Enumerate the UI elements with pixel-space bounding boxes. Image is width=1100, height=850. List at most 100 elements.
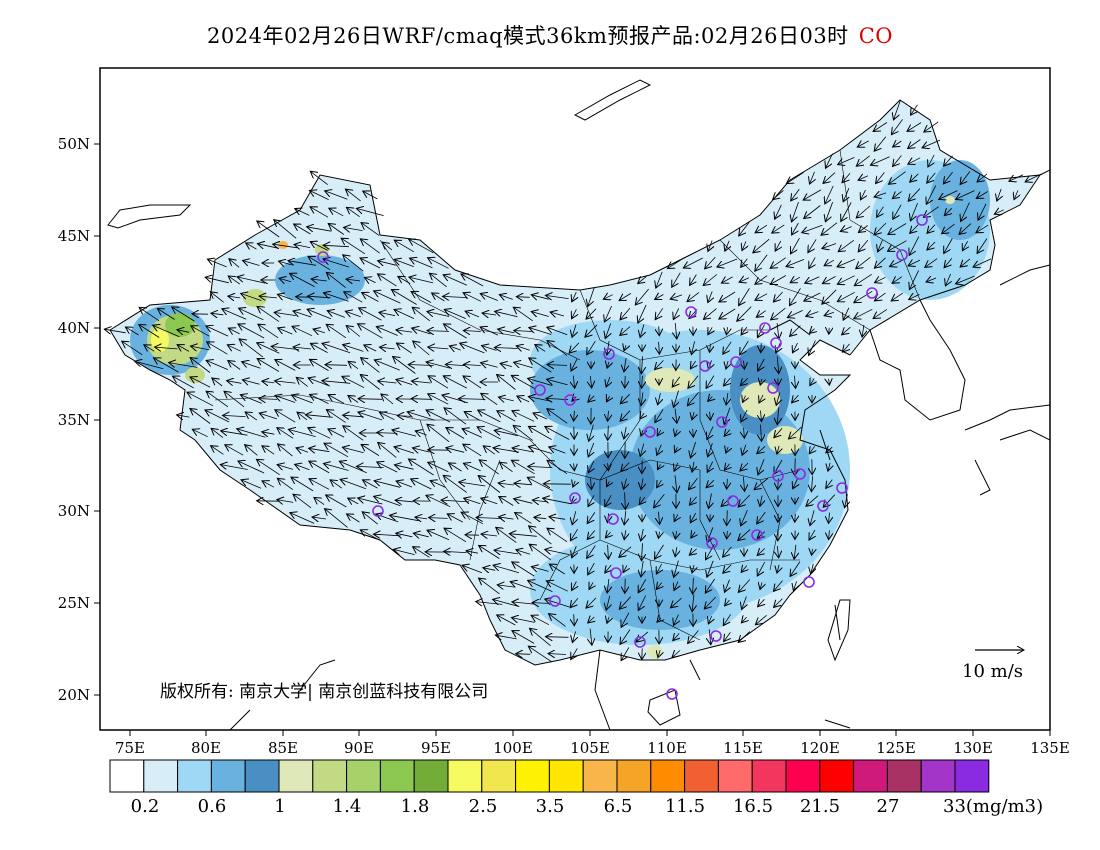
wind-arrow bbox=[942, 223, 955, 234]
wind-arrow bbox=[395, 500, 413, 502]
wind-arrow bbox=[741, 409, 747, 422]
wind-arrow bbox=[672, 651, 681, 658]
wind-arrow bbox=[516, 654, 531, 655]
wind-arrow bbox=[412, 307, 431, 322]
wind-arrow bbox=[908, 188, 921, 202]
wind-arrow bbox=[310, 343, 328, 353]
wind-arrow bbox=[704, 596, 716, 609]
wind-arrow bbox=[546, 581, 568, 592]
wind-arrow bbox=[809, 340, 816, 356]
wind-arrow bbox=[638, 595, 647, 611]
wind-arrow bbox=[757, 549, 766, 556]
wind-arrow bbox=[411, 292, 432, 303]
wind-arrow bbox=[774, 598, 783, 608]
wind-arrow bbox=[825, 185, 834, 204]
wind-arrow bbox=[291, 477, 314, 492]
conc-green-shanxi bbox=[645, 368, 695, 392]
wind-arrow bbox=[909, 236, 920, 256]
wind-arrow bbox=[624, 345, 626, 351]
wind-arrow bbox=[977, 238, 988, 254]
lat-axis: 50N 45N 40N 35N 30N 25N 20N bbox=[58, 135, 100, 704]
wind-arrow bbox=[804, 205, 821, 219]
wind-arrow bbox=[397, 343, 412, 354]
wind-arrow bbox=[873, 309, 888, 318]
wind-arrow bbox=[689, 496, 696, 505]
wind-arrow bbox=[754, 477, 769, 489]
legend-swatch-17 bbox=[684, 759, 719, 793]
wind-arrow bbox=[512, 411, 535, 422]
wind-arrow bbox=[533, 413, 548, 419]
wind-arrow bbox=[810, 329, 815, 334]
wind-arrow bbox=[206, 391, 229, 408]
wind-arrow bbox=[295, 209, 310, 216]
wind-arrow bbox=[376, 327, 398, 336]
wind-arrow bbox=[760, 379, 762, 385]
wind-arrow bbox=[497, 615, 516, 626]
wind-arrow bbox=[642, 375, 643, 388]
wind-arrow bbox=[710, 411, 711, 421]
city-marker-icon bbox=[644, 426, 656, 438]
wind-arrow bbox=[310, 394, 329, 404]
wind-arrow bbox=[854, 290, 873, 302]
yangtze-coast bbox=[819, 429, 831, 461]
map-title: 2024年02月26日WRF/cmaq模式36km预报产品:02月26日03时 C… bbox=[0, 20, 1100, 50]
wind-arrow bbox=[703, 274, 718, 286]
wind-arrow bbox=[723, 341, 732, 354]
wind-arrow bbox=[708, 442, 713, 457]
wind-arrow bbox=[262, 381, 275, 383]
lon-label-85e: 85E bbox=[268, 739, 298, 757]
wind-arrow bbox=[690, 361, 695, 369]
wind-arrow bbox=[348, 361, 359, 370]
wind-arrow bbox=[479, 578, 500, 595]
wind-arrow bbox=[392, 430, 417, 437]
wind-arrow bbox=[635, 288, 650, 305]
wind-arrow bbox=[774, 428, 783, 437]
wind-arrow bbox=[624, 478, 627, 490]
city-marker-icon bbox=[803, 576, 815, 588]
wind-arrow bbox=[588, 287, 595, 307]
wind-arrow bbox=[587, 545, 596, 559]
wind-arrow bbox=[543, 498, 572, 505]
wind-arrow bbox=[361, 358, 380, 373]
wind-arrow bbox=[693, 428, 694, 437]
wind-arrow bbox=[572, 546, 577, 558]
wind-arrow bbox=[944, 238, 953, 254]
wind-arrow bbox=[242, 362, 261, 369]
wind-arrow bbox=[210, 292, 224, 303]
legend-label-10: 21.5 bbox=[800, 796, 840, 817]
wind-arrow bbox=[211, 428, 224, 438]
wind-arrow bbox=[675, 408, 677, 424]
wind-arrow bbox=[207, 342, 228, 355]
legend-swatch-25 bbox=[954, 759, 990, 793]
wind-arrow bbox=[823, 172, 836, 184]
wind-arrow bbox=[305, 415, 333, 418]
city-marker-icon bbox=[699, 360, 711, 372]
wind-arrow bbox=[705, 578, 716, 593]
wind-arrow bbox=[275, 396, 296, 403]
wind-arrow bbox=[329, 208, 344, 217]
wind-arrow bbox=[379, 347, 395, 349]
legend-swatch-0 bbox=[109, 759, 145, 793]
wind-arrow bbox=[499, 295, 513, 300]
wind-arrow bbox=[640, 443, 644, 457]
lon-label-80e: 80E bbox=[191, 739, 221, 757]
wind-arrow bbox=[856, 155, 870, 166]
legend-swatch-21 bbox=[819, 759, 855, 793]
wind-arrow bbox=[659, 341, 660, 354]
wind-arrow bbox=[726, 392, 728, 405]
wind-arrow bbox=[296, 377, 308, 387]
wind-arrow bbox=[479, 460, 500, 475]
wind-arrow bbox=[530, 628, 551, 647]
wind-arrow bbox=[465, 311, 480, 317]
wind-arrow bbox=[144, 345, 155, 351]
wind-arrow bbox=[743, 476, 744, 492]
wind-arrow bbox=[545, 599, 570, 608]
wind-arrow bbox=[619, 293, 632, 300]
wind-arrow bbox=[705, 256, 716, 269]
city-marker-icon bbox=[685, 306, 697, 318]
wind-arrow bbox=[428, 394, 449, 405]
wind-arrow bbox=[656, 563, 661, 574]
wind-arrow bbox=[408, 459, 434, 476]
wind-arrow bbox=[464, 412, 480, 421]
wind-arrow bbox=[688, 375, 699, 389]
